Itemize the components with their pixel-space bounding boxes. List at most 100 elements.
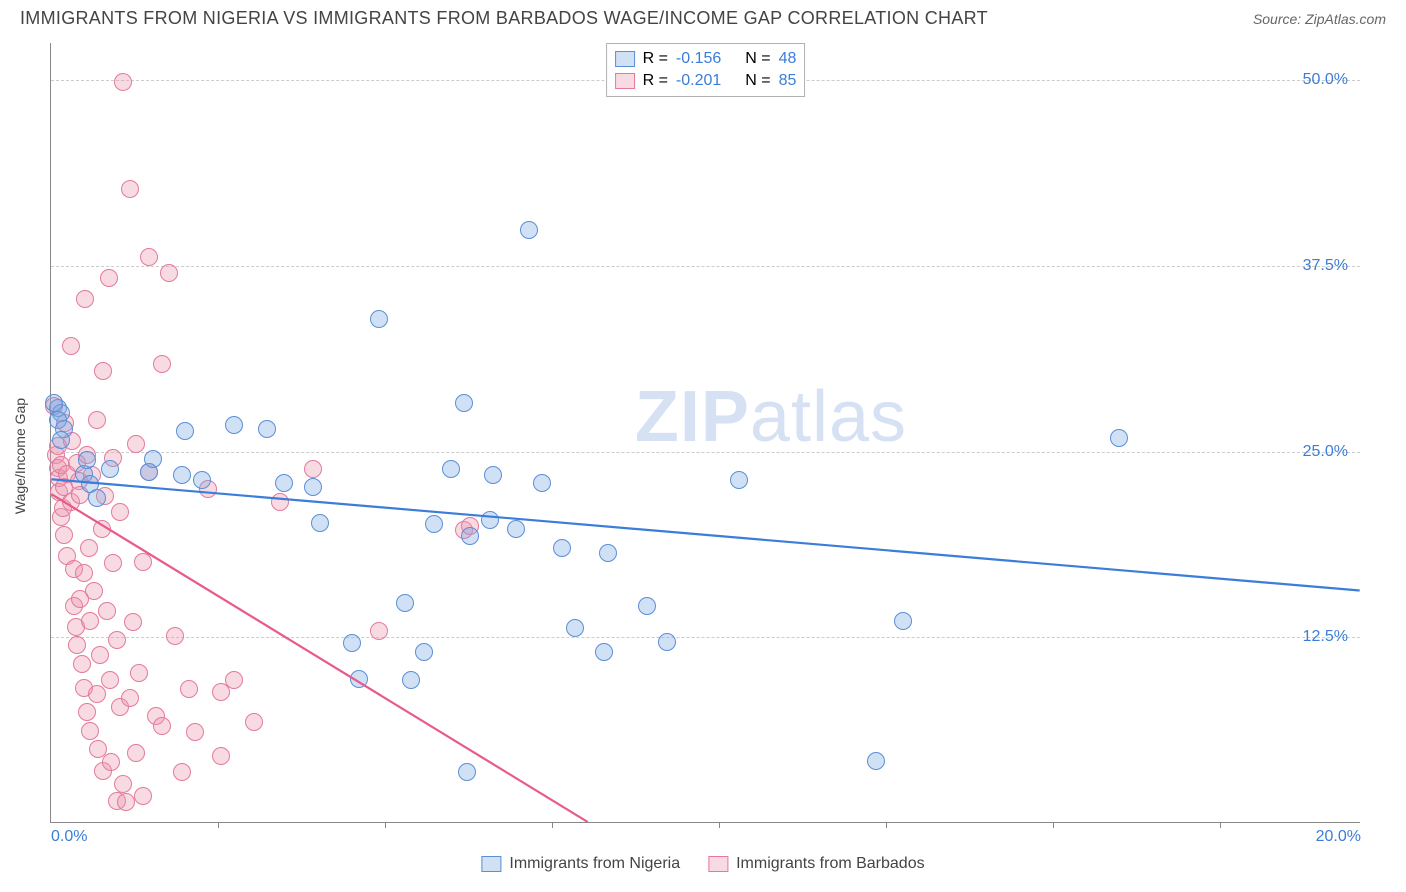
scatter-point: [98, 602, 116, 620]
scatter-point: [867, 752, 885, 770]
scatter-point: [130, 664, 148, 682]
legend-swatch-barbados-icon: [708, 856, 728, 872]
scatter-point: [173, 466, 191, 484]
legend-N-value-1: 85: [779, 72, 797, 90]
scatter-point: [134, 787, 152, 805]
scatter-point: [507, 520, 525, 538]
legend-swatch-nigeria: [615, 51, 635, 67]
scatter-point: [88, 685, 106, 703]
legend-swatch-barbados: [615, 73, 635, 89]
trend-lines-svg: [51, 43, 1360, 822]
scatter-point: [78, 703, 96, 721]
scatter-point: [121, 689, 139, 707]
scatter-point: [225, 671, 243, 689]
scatter-point: [52, 431, 70, 449]
scatter-point: [127, 435, 145, 453]
source-prefix: Source:: [1253, 11, 1305, 27]
scatter-point: [350, 670, 368, 688]
scatter-point: [114, 73, 132, 91]
scatter-point: [68, 636, 86, 654]
legend-R-value-1: -0.201: [676, 72, 721, 90]
chart-title: IMMIGRANTS FROM NIGERIA VS IMMIGRANTS FR…: [20, 8, 988, 29]
scatter-point: [73, 655, 91, 673]
scatter-point: [176, 422, 194, 440]
y-tick-label: 25.0%: [1303, 443, 1348, 461]
legend-stats-row-1: R = -0.201 N = 85: [615, 70, 797, 92]
scatter-point: [100, 269, 118, 287]
scatter-point: [144, 450, 162, 468]
scatter-point: [102, 753, 120, 771]
scatter-point: [55, 526, 73, 544]
scatter-point: [173, 763, 191, 781]
watermark-rest: atlas: [750, 377, 907, 457]
scatter-point: [80, 539, 98, 557]
chart-container: Wage/Income Gap ZIPatlas R = -0.156 N = …: [0, 33, 1406, 879]
trend-line: [51, 494, 587, 822]
scatter-point: [415, 643, 433, 661]
x-tick-mark: [719, 822, 720, 828]
scatter-point: [153, 717, 171, 735]
scatter-point: [121, 180, 139, 198]
header: IMMIGRANTS FROM NIGERIA VS IMMIGRANTS FR…: [0, 0, 1406, 33]
legend-stats: R = -0.156 N = 48 R = -0.201 N = 85: [606, 43, 806, 97]
scatter-point: [111, 503, 129, 521]
scatter-point: [127, 744, 145, 762]
scatter-point: [658, 633, 676, 651]
legend-R-value-0: -0.156: [676, 50, 721, 68]
gridline: [51, 452, 1360, 453]
y-axis-label: Wage/Income Gap: [12, 398, 28, 514]
scatter-point: [396, 594, 414, 612]
legend-label-barbados: Immigrants from Barbados: [736, 855, 925, 873]
scatter-point: [311, 514, 329, 532]
scatter-point: [730, 471, 748, 489]
scatter-point: [461, 527, 479, 545]
scatter-point: [275, 474, 293, 492]
watermark: ZIPatlas: [635, 376, 907, 458]
scatter-point: [78, 451, 96, 469]
scatter-point: [481, 511, 499, 529]
x-tick-label: 0.0%: [51, 828, 87, 846]
scatter-point: [425, 515, 443, 533]
scatter-point: [124, 613, 142, 631]
scatter-point: [160, 264, 178, 282]
scatter-point: [93, 520, 111, 538]
scatter-point: [91, 646, 109, 664]
scatter-point: [894, 612, 912, 630]
scatter-point: [402, 671, 420, 689]
trend-line-dashed: [542, 794, 588, 822]
scatter-point: [245, 713, 263, 731]
scatter-point: [258, 420, 276, 438]
scatter-point: [85, 582, 103, 600]
source-name: ZipAtlas.com: [1305, 11, 1386, 27]
legend-series: Immigrants from Nigeria Immigrants from …: [481, 855, 924, 873]
scatter-point: [520, 221, 538, 239]
trend-line: [51, 479, 1359, 590]
source-label: Source: ZipAtlas.com: [1253, 11, 1386, 27]
scatter-point: [140, 248, 158, 266]
x-tick-mark: [218, 822, 219, 828]
scatter-point: [76, 290, 94, 308]
scatter-point: [101, 460, 119, 478]
legend-item-barbados: Immigrants from Barbados: [708, 855, 925, 873]
scatter-point: [212, 747, 230, 765]
scatter-point: [370, 622, 388, 640]
x-tick-mark: [1053, 822, 1054, 828]
x-tick-mark: [886, 822, 887, 828]
gridline: [51, 637, 1360, 638]
gridline: [51, 266, 1360, 267]
legend-N-label: N =: [745, 50, 770, 68]
legend-stats-row-0: R = -0.156 N = 48: [615, 48, 797, 70]
y-tick-label: 50.0%: [1303, 71, 1348, 89]
scatter-point: [114, 775, 132, 793]
scatter-point: [94, 362, 112, 380]
x-tick-mark: [552, 822, 553, 828]
scatter-point: [225, 416, 243, 434]
scatter-point: [595, 643, 613, 661]
scatter-point: [553, 539, 571, 557]
scatter-point: [533, 474, 551, 492]
scatter-point: [134, 553, 152, 571]
scatter-point: [153, 355, 171, 373]
scatter-point: [117, 793, 135, 811]
scatter-point: [599, 544, 617, 562]
x-tick-mark: [385, 822, 386, 828]
